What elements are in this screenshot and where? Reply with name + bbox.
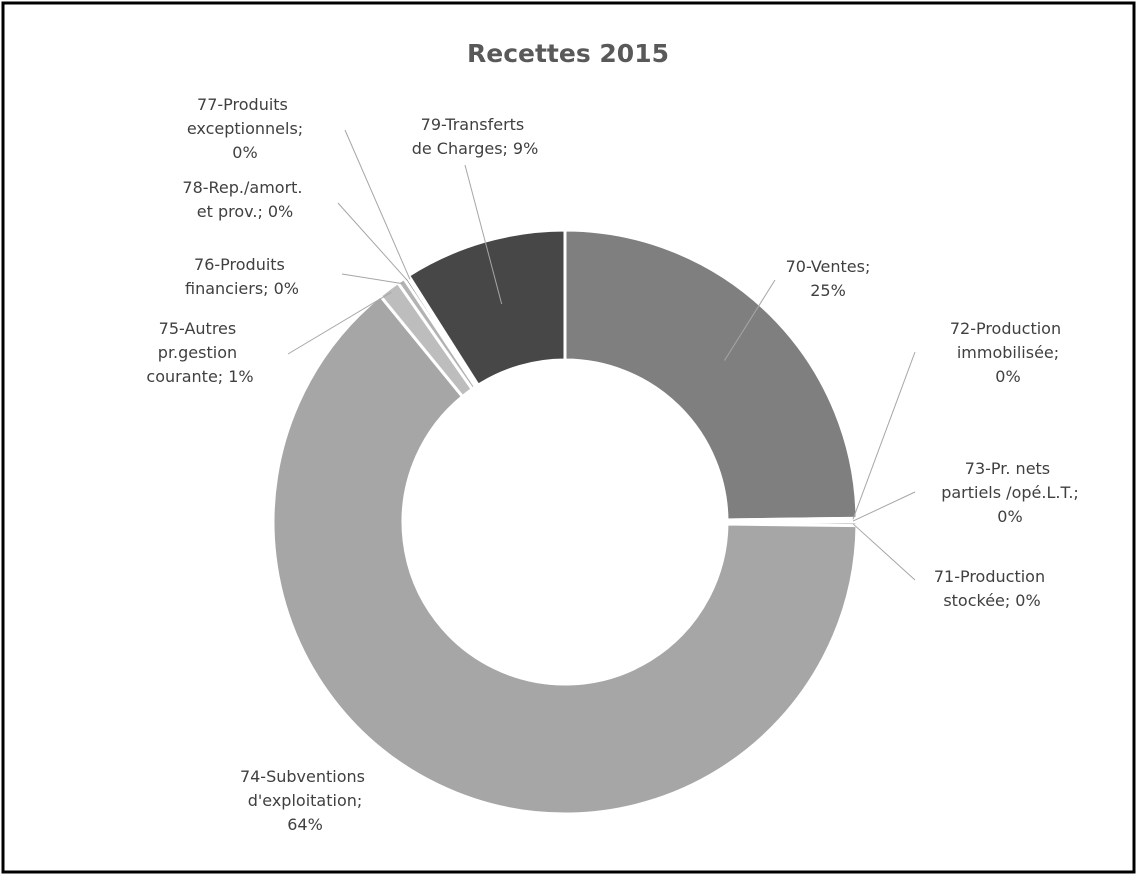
- label-line: 77-Produits: [197, 95, 293, 114]
- label-line: pr.gestion: [158, 343, 242, 362]
- data-label-category: 76-Produits financiers;: [185, 255, 290, 298]
- label-line: 79-Transferts: [421, 115, 530, 134]
- data-label-category: 70-Ventes;: [786, 257, 871, 276]
- data-label-category: 71-Production stockée;: [934, 567, 1050, 610]
- data-label-category: 74-Subventions d'exploitation;: [240, 767, 370, 810]
- data-label-value: 0%: [232, 143, 257, 162]
- leader-line: [852, 351, 916, 520]
- label-line: 76-Produits: [194, 255, 290, 274]
- donut-slice: [271, 293, 859, 816]
- donut-slice: [406, 228, 567, 388]
- data-label-category: 73-Pr. nets partiels /opé.L.T.;: [941, 459, 1079, 502]
- label-line: 70-Ventes;: [786, 257, 871, 276]
- data-label-category: 77-Produits exceptionnels;: [187, 95, 303, 138]
- label-line: 72-Production: [950, 319, 1066, 338]
- donut-slice: [563, 228, 859, 522]
- data-label-value: 0%: [1015, 591, 1040, 610]
- leader-line: [464, 164, 503, 305]
- leader-line: [852, 523, 916, 581]
- leader-line: [341, 273, 404, 285]
- label-line: partiels /opé.L.T.;: [941, 483, 1079, 502]
- data-label-category: 72-Production immobilisée;: [950, 319, 1066, 362]
- label-line: d'exploitation;: [248, 791, 363, 810]
- data-label-value: 9%: [513, 139, 538, 158]
- donut: [271, 228, 859, 816]
- label-line: et prov.;: [197, 202, 263, 221]
- label-line: exceptionnels;: [187, 119, 303, 138]
- data-label-category: 75-Autres pr.gestion courante;: [146, 319, 242, 386]
- label-line: 71-Production: [934, 567, 1050, 586]
- data-label-value: 1%: [228, 367, 253, 386]
- data-label-value: 64%: [287, 815, 323, 834]
- label-line: stockée;: [943, 591, 1010, 610]
- data-label-value: 0%: [995, 367, 1020, 386]
- data-label-category: 78-Rep./amort. et prov.;: [182, 178, 307, 221]
- leader-line: [724, 279, 776, 361]
- data-label-value: 25%: [810, 281, 846, 300]
- leader-line: [287, 291, 392, 355]
- label-line: 78-Rep./amort.: [182, 178, 307, 197]
- chart-title: Recettes 2015: [467, 39, 669, 68]
- label-line: 73-Pr. nets: [965, 459, 1055, 478]
- data-label-value: 0%: [268, 202, 293, 221]
- label-line: 74-Subventions: [240, 767, 370, 786]
- data-label-value: 0%: [997, 507, 1022, 526]
- label-line: financiers;: [185, 279, 269, 298]
- leader-line: [337, 202, 409, 282]
- label-line: 75-Autres: [159, 319, 242, 338]
- data-labels: 70-Ventes; 25% 72-Production immobilisée; 0…: [146, 95, 1078, 834]
- label-line: immobilisée;: [957, 343, 1059, 362]
- label-line: courante;: [146, 367, 223, 386]
- data-label-value: 0%: [274, 279, 299, 298]
- leader-line: [852, 491, 916, 522]
- label-line: de Charges;: [412, 139, 508, 158]
- leader-line: [344, 129, 411, 280]
- data-label-category: 79-Transferts de Charges;: [412, 115, 530, 158]
